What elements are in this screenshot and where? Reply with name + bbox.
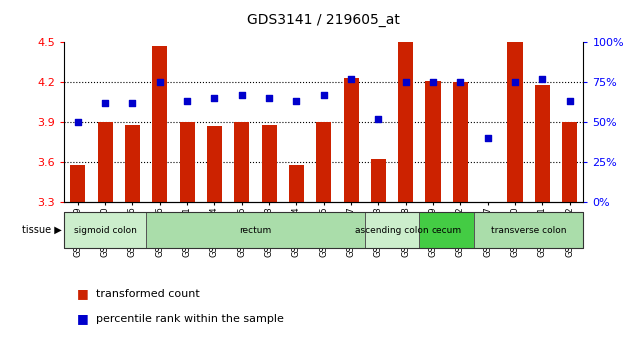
Bar	[146, 212, 365, 248]
Point	[537, 76, 547, 82]
Point	[100, 100, 110, 106]
Bar	[419, 212, 474, 248]
Text: ■: ■	[77, 287, 88, 300]
Bar	[316, 122, 331, 202]
Bar	[371, 159, 386, 202]
Text: cecum: cecum	[431, 225, 462, 235]
Point	[182, 99, 192, 104]
Bar	[535, 85, 550, 202]
Text: tissue ▶: tissue ▶	[22, 225, 62, 235]
Point	[428, 79, 438, 85]
Point	[291, 99, 301, 104]
Point	[72, 119, 83, 125]
Point	[483, 135, 493, 141]
Text: ascending colon: ascending colon	[355, 225, 429, 235]
Bar	[64, 212, 146, 248]
Text: transverse colon: transverse colon	[491, 225, 567, 235]
Bar	[426, 81, 440, 202]
Bar	[365, 212, 419, 248]
Bar	[344, 78, 358, 202]
Point	[237, 92, 247, 98]
Bar	[152, 46, 167, 202]
Point	[565, 99, 575, 104]
Point	[264, 96, 274, 101]
Bar	[97, 122, 113, 202]
Point	[510, 79, 520, 85]
Bar	[398, 42, 413, 202]
Bar	[453, 82, 468, 202]
Point	[319, 92, 329, 98]
Text: GDS3141 / 219605_at: GDS3141 / 219605_at	[247, 12, 400, 27]
Bar	[262, 125, 276, 202]
Text: transformed count: transformed count	[96, 289, 200, 299]
Text: sigmoid colon: sigmoid colon	[74, 225, 137, 235]
Point	[346, 76, 356, 82]
Bar	[289, 165, 304, 202]
Bar	[508, 42, 522, 202]
Text: ■: ■	[77, 312, 88, 325]
Point	[128, 100, 138, 106]
Bar	[234, 122, 249, 202]
Bar	[562, 122, 577, 202]
Bar	[125, 125, 140, 202]
Text: percentile rank within the sample: percentile rank within the sample	[96, 314, 284, 324]
Bar	[71, 165, 85, 202]
Point	[209, 96, 219, 101]
Text: rectum: rectum	[239, 225, 272, 235]
Point	[373, 116, 383, 122]
Bar	[207, 126, 222, 202]
Point	[455, 79, 465, 85]
Bar	[474, 212, 583, 248]
Point	[154, 79, 165, 85]
Point	[401, 79, 411, 85]
Bar	[179, 122, 195, 202]
